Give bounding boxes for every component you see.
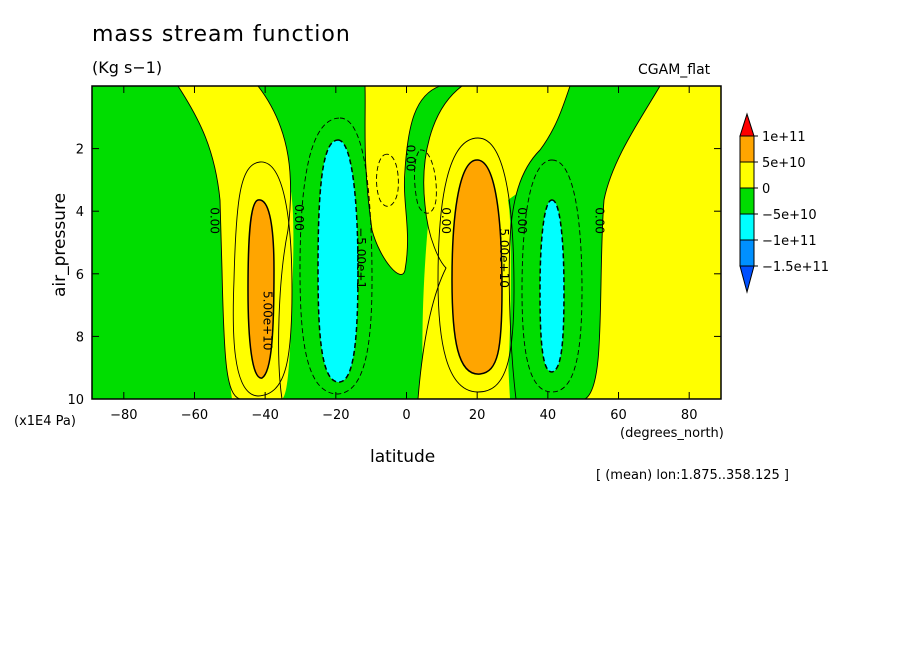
cell-orange-sh: [247, 199, 275, 379]
x-tick-label: 20: [469, 408, 486, 423]
chart-title: mass stream function: [92, 22, 351, 47]
x-tick-label: −80: [110, 408, 137, 423]
x-tick-label: 40: [540, 408, 557, 423]
x-tick-label: −20: [322, 408, 349, 423]
contour-line: [177, 85, 241, 400]
x-axis-label: latitude: [370, 447, 436, 467]
cell-cyan-nh: [539, 199, 565, 373]
contour-label: 0.00: [439, 207, 453, 234]
colorbar-segment: [739, 213, 755, 241]
y-axis-units: (x1E4 Pa): [14, 414, 76, 429]
contour-label: 0.00: [593, 207, 607, 234]
strong-cells: [247, 139, 565, 383]
colorbar-segment: [739, 187, 755, 215]
contour-label: 0.00: [515, 207, 529, 234]
contour-lines: [177, 85, 661, 400]
colorbar-top-triangle: [739, 112, 755, 137]
x-axis-units: (degrees_north): [620, 426, 724, 441]
colorbar-bottom-triangle: [739, 265, 755, 294]
contour-line: [437, 137, 515, 393]
x-tick-label: −40: [251, 408, 278, 423]
colorbar-label: −1.5e+11: [762, 260, 829, 275]
colorbar: 1e+11 5e+10 0 −5e+10 −1e+11 −1.5e+11: [739, 112, 829, 294]
colorbar-label: 0: [762, 182, 770, 197]
contour-line: [376, 153, 399, 207]
colorbar-segment: [739, 239, 755, 267]
colorbar-label: 5e+10: [762, 156, 806, 171]
experiment-name: CGAM_flat: [638, 62, 711, 78]
contour-label: −5.00e+1: [354, 227, 368, 289]
colorbar-segment: [739, 135, 755, 163]
contour-line: [257, 85, 292, 400]
y-tick-label: 10: [67, 393, 84, 408]
contour-line: [521, 159, 583, 393]
contour-label: 0.00: [404, 145, 418, 172]
cell-orange-nh: [451, 159, 503, 375]
contour-line: [364, 85, 441, 275]
colorbar-label: 1e+11: [762, 130, 806, 145]
y-tick-label: 6: [76, 268, 84, 283]
contour-labels: 0.00 0.00 0.00 0.00 0.00 0.00 5.00e+10 5.00e+10…: [207, 145, 606, 351]
contour-line: [414, 149, 437, 214]
x-tick-label: 0: [402, 408, 410, 423]
axes: −80 −60 −40 −20 0 20 40 60 80 2 4 6 8 10: [67, 85, 722, 423]
cell-cyan-sh: [317, 139, 359, 383]
contour-line: [417, 85, 463, 400]
colorbar-label: −1e+11: [762, 234, 817, 249]
region-green-sh: [92, 86, 240, 399]
y-tick-label: 4: [76, 205, 84, 220]
contour-label: 5.00e+10: [260, 291, 274, 350]
colorbar-segment: [739, 161, 755, 189]
contour-line: [299, 117, 373, 395]
chart-units: (Kg s−1): [92, 58, 163, 77]
region-yellow-equatorial: [370, 131, 407, 254]
y-tick-label: 8: [76, 330, 84, 345]
contour-label: 0.00: [207, 207, 221, 234]
colorbar-label: −5e+10: [762, 208, 817, 223]
contour-label: 0.00: [292, 204, 306, 231]
subset-note: [ (mean) lon:1.875..358.125 ]: [596, 468, 789, 483]
contour-line: [508, 85, 571, 400]
y-tick-label: 2: [76, 143, 84, 158]
x-tick-label: −60: [181, 408, 208, 423]
contour-line: [584, 85, 661, 400]
x-tick-label: 80: [681, 408, 698, 423]
x-tick-label: 60: [610, 408, 627, 423]
region-green-subtropic-gap: [293, 170, 318, 399]
contour-label: 5.00e+10: [497, 228, 511, 287]
